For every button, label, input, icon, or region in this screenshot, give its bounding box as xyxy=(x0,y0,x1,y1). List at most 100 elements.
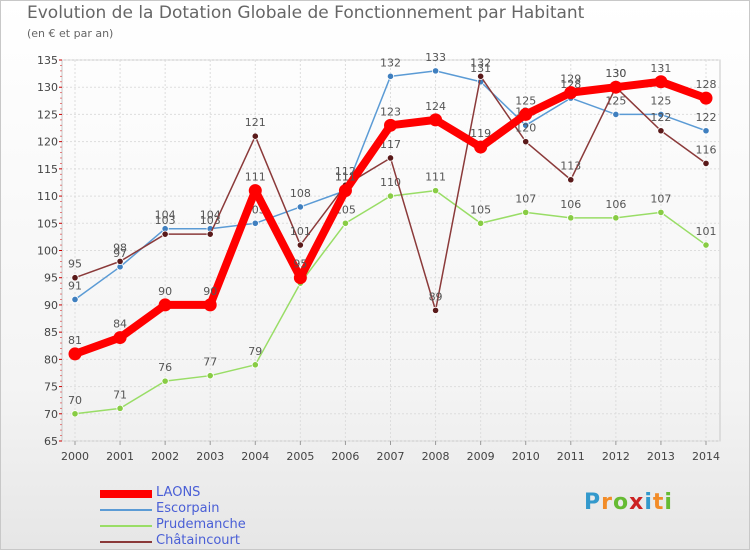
data-point-chataincourt xyxy=(386,154,395,162)
data-label-prudemanche: 106 xyxy=(605,198,626,211)
data-label-laons: 119 xyxy=(470,127,491,140)
x-tick-label: 2013 xyxy=(647,450,675,463)
x-tick-label: 2012 xyxy=(602,450,630,463)
data-point-prudemanche xyxy=(386,192,395,200)
x-tick-label: 2008 xyxy=(422,450,450,463)
legend-item-prudemanche: Prudemanche xyxy=(100,517,360,534)
data-point-laons xyxy=(158,298,172,312)
data-point-prudemanche xyxy=(657,208,665,216)
data-label-chataincourt: 113 xyxy=(560,160,581,173)
data-label-escorpain: 132 xyxy=(380,56,401,69)
data-label-chataincourt: 89 xyxy=(429,290,443,303)
data-point-laons xyxy=(429,113,443,127)
y-tick-label: 85 xyxy=(44,326,58,339)
data-label-chataincourt: 103 xyxy=(200,214,221,227)
logo-letter: r xyxy=(601,490,613,515)
data-point-laons xyxy=(609,80,623,94)
data-point-laons xyxy=(699,91,713,105)
x-tick-label: 2005 xyxy=(286,450,314,463)
data-point-escorpain xyxy=(522,121,530,129)
data-label-laons: 130 xyxy=(605,67,626,80)
data-point-escorpain xyxy=(71,295,79,304)
series-escorpain: 91 97 104 104 105 108 111 132 133 131 123 128 125 125… xyxy=(68,51,717,304)
data-label-escorpain: 128 xyxy=(560,78,581,91)
data-point-chataincourt xyxy=(567,176,575,184)
data-point-prudemanche xyxy=(431,187,440,195)
data-point-laons xyxy=(68,347,82,361)
data-label-chataincourt: 121 xyxy=(245,116,266,129)
data-label-prudemanche: 77 xyxy=(203,356,217,369)
y-tick-label: 105 xyxy=(37,217,58,230)
data-label-chataincourt: 130 xyxy=(605,67,626,80)
data-label-laons: 124 xyxy=(425,100,446,113)
proxiti-logo: Proxiti xyxy=(584,490,673,515)
data-label-prudemanche: 111 xyxy=(425,171,446,184)
data-point-prudemanche xyxy=(251,361,259,369)
data-label-laons: 111 xyxy=(245,171,266,184)
x-tick-label: 2011 xyxy=(557,450,585,463)
data-point-laons xyxy=(338,184,352,198)
data-point-chataincourt xyxy=(206,230,214,238)
legend-swatch-laons xyxy=(100,490,152,498)
logo-letter: x xyxy=(629,490,645,515)
data-label-laons: 129 xyxy=(560,73,581,86)
chart-legend: LAONS Escorpain Prudemanche Châtaincourt xyxy=(100,485,360,550)
x-tick-label: 2004 xyxy=(241,450,269,463)
y-tick-label: 125 xyxy=(37,108,58,121)
data-label-escorpain: 133 xyxy=(425,51,446,64)
data-point-prudemanche xyxy=(567,214,575,222)
data-label-escorpain: 91 xyxy=(68,279,82,292)
legend-label-prudemanche: Prudemanche xyxy=(156,517,246,532)
data-point-prudemanche xyxy=(206,372,214,380)
data-point-chataincourt xyxy=(657,127,665,135)
data-point-chataincourt xyxy=(161,230,169,238)
data-label-chataincourt: 112 xyxy=(335,165,356,178)
data-point-chataincourt xyxy=(116,257,124,265)
data-label-escorpain: 125 xyxy=(650,94,671,107)
data-point-laons xyxy=(113,331,127,345)
data-point-prudemanche xyxy=(341,219,350,227)
y-tick-label: 95 xyxy=(44,272,58,285)
x-tick-label: 2009 xyxy=(467,450,495,463)
data-label-prudemanche: 79 xyxy=(248,345,262,358)
data-label-laons: 81 xyxy=(68,334,82,347)
data-label-chataincourt: 103 xyxy=(155,214,176,227)
data-point-laons xyxy=(519,107,533,121)
data-point-prudemanche xyxy=(522,208,530,216)
data-label-laons: 95 xyxy=(293,258,307,271)
x-tick-label: 2010 xyxy=(512,450,540,463)
data-label-laons: 84 xyxy=(113,318,127,331)
data-label-escorpain: 122 xyxy=(696,111,717,124)
x-tick-label: 2000 xyxy=(61,450,89,463)
line-chart: 65 70 75 80 85 90 95 100 105 110 115 120 125 130 135 20… xyxy=(37,51,721,463)
y-tick-label: 135 xyxy=(37,54,58,67)
data-label-laons: 90 xyxy=(203,285,217,298)
legend-label-escorpain: Escorpain xyxy=(156,501,220,516)
data-point-escorpain xyxy=(702,127,710,135)
data-point-chataincourt xyxy=(251,132,259,140)
data-point-prudemanche xyxy=(161,377,169,385)
legend-swatch-chataincourt xyxy=(100,541,152,543)
data-label-chataincourt: 98 xyxy=(113,241,127,254)
chart-title: Evolution de la Dotation Globale de Fonc… xyxy=(27,3,585,23)
chart-subtitle: (en € et par an) xyxy=(27,27,114,40)
y-tick-label: 65 xyxy=(44,435,58,448)
data-label-chataincourt: 120 xyxy=(515,122,536,135)
x-tick-label: 2007 xyxy=(377,450,405,463)
y-tick-label: 90 xyxy=(44,299,58,312)
data-point-laons xyxy=(203,298,217,312)
data-label-laons: 90 xyxy=(158,285,172,298)
logo-letter: i xyxy=(644,490,653,515)
series-chataincourt: 95 98 103 103 121 101 112 117 89 132 120 113 130 122 1… xyxy=(68,56,717,314)
data-label-prudemanche: 101 xyxy=(696,225,717,238)
y-tick-label: 70 xyxy=(44,408,58,421)
y-tick-label: 80 xyxy=(44,353,58,366)
data-label-escorpain: 131 xyxy=(470,62,491,75)
data-label-laons: 128 xyxy=(696,78,717,91)
data-point-escorpain xyxy=(657,110,665,119)
data-point-laons xyxy=(654,75,668,89)
data-label-prudemanche: 107 xyxy=(515,192,536,205)
y-tick-label: 110 xyxy=(37,190,58,203)
data-label-prudemanche: 106 xyxy=(560,198,581,211)
